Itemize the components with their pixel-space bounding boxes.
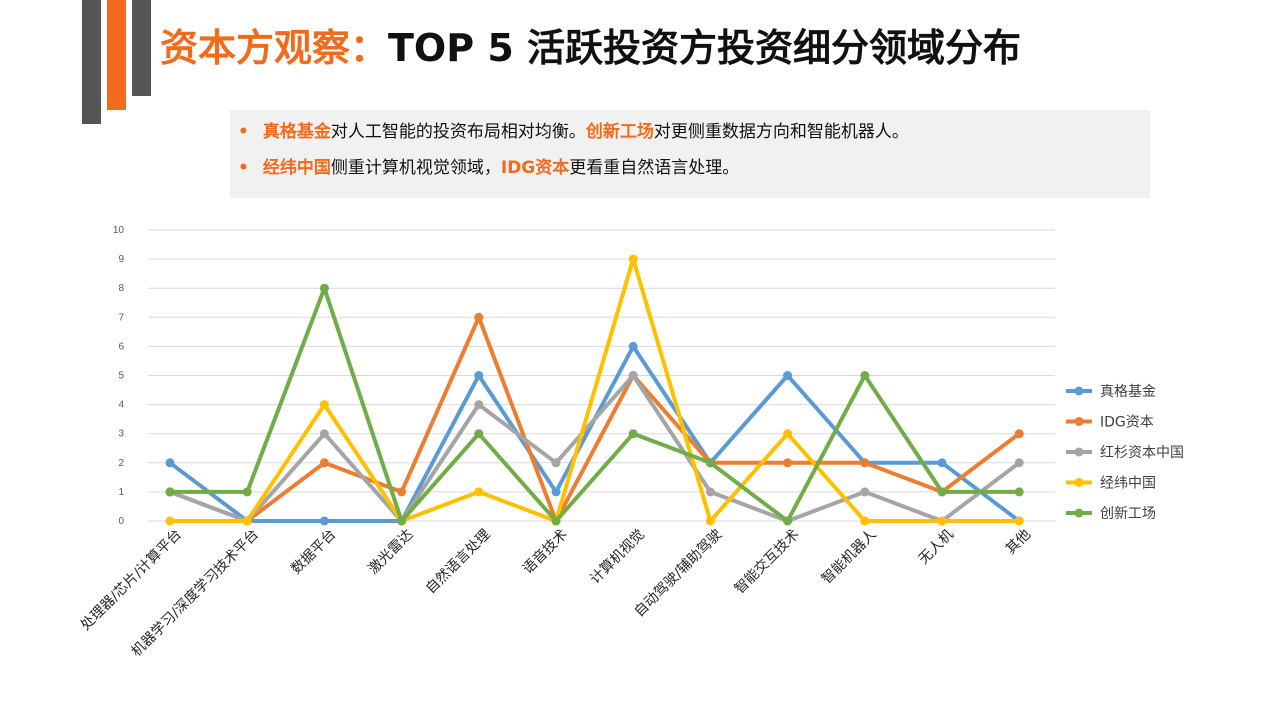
note-line-1: • 真格基金对人工智能的投资布局相对均衡。创新工场对更侧重数据方向和智能机器人。 xyxy=(238,117,909,147)
data-point xyxy=(1014,458,1024,468)
x-tick-label: 语音技术 xyxy=(519,526,571,578)
decor-bar-gray-right xyxy=(132,0,151,96)
data-point xyxy=(937,458,947,468)
legend-label: 真格基金 xyxy=(1100,383,1156,400)
data-point xyxy=(1014,487,1024,497)
series-line xyxy=(168,315,1022,523)
y-tick-label: 6 xyxy=(118,341,124,352)
note-text: 创新工场 xyxy=(585,122,654,142)
note-line-2: • 经纬中国侧重计算机视觉领域，IDG资本更看重自然语言处理。 xyxy=(238,153,739,183)
data-point xyxy=(397,516,407,526)
data-point xyxy=(860,371,870,380)
data-point xyxy=(474,312,484,322)
data-point xyxy=(474,371,484,380)
note-text: 真格基金 xyxy=(262,122,331,142)
data-point xyxy=(1014,516,1024,526)
x-tick-label: 激光雷达 xyxy=(365,526,417,578)
legend-label: 红杉资本中国 xyxy=(1100,445,1184,461)
legend-swatch-marker xyxy=(1074,508,1084,518)
series-line xyxy=(168,257,1022,523)
note-text: IDG资本 xyxy=(500,158,570,178)
page-title: 资本方观察：TOP 5 活跃投资方投资细分领域分布 xyxy=(160,18,1021,78)
x-tick-label: 无人机 xyxy=(916,527,957,568)
y-tick-label: 4 xyxy=(118,400,124,411)
data-point xyxy=(705,516,715,526)
y-tick-label: 3 xyxy=(118,429,124,440)
legend-swatch-marker xyxy=(1074,386,1084,396)
x-tick-label: 机器学习/深度学习技术平台 xyxy=(129,527,262,660)
y-tick-label: 10 xyxy=(113,225,125,236)
data-point xyxy=(628,341,638,351)
bullet-icon: • xyxy=(238,122,249,142)
y-tick-label: 2 xyxy=(118,458,124,469)
data-point xyxy=(551,487,561,497)
data-point xyxy=(165,458,175,468)
data-point xyxy=(242,516,252,526)
y-tick-label: 1 xyxy=(118,487,124,498)
note-text: 对人工智能的投资布局相对均衡。 xyxy=(330,122,586,142)
legend-swatch-marker xyxy=(1074,417,1084,426)
page-title-accent: 资本方观察： xyxy=(160,26,389,70)
data-point xyxy=(783,458,793,468)
page-title-main: TOP 5 活跃投资方投资细分领域分布 xyxy=(388,26,1021,70)
data-point xyxy=(937,487,947,497)
data-point xyxy=(319,429,329,439)
data-point xyxy=(165,487,175,497)
data-point xyxy=(319,283,329,293)
x-tick-label: 数据平台 xyxy=(288,527,339,578)
data-point xyxy=(551,516,561,526)
data-point xyxy=(474,487,484,497)
y-tick-label: 0 xyxy=(118,516,124,527)
legend-label: 创新工场 xyxy=(1100,506,1156,522)
y-tick-label: 9 xyxy=(118,254,124,265)
legend-label: IDG资本 xyxy=(1100,415,1154,431)
data-point xyxy=(705,487,715,497)
data-point xyxy=(397,487,407,497)
y-tick-label: 7 xyxy=(118,312,124,323)
data-point xyxy=(242,487,252,497)
data-point xyxy=(551,458,561,468)
data-point xyxy=(319,516,329,526)
x-tick-label: 智能机器人 xyxy=(819,527,880,588)
data-point xyxy=(705,458,715,468)
decor-bar-gray-left xyxy=(82,0,101,124)
x-tick-label: 智能交互技术 xyxy=(731,526,802,597)
data-point xyxy=(860,487,870,497)
legend-swatch-marker xyxy=(1074,478,1084,487)
notes-box: • 真格基金对人工智能的投资布局相对均衡。创新工场对更侧重数据方向和智能机器人。 … xyxy=(230,110,1150,198)
data-point xyxy=(937,516,947,526)
x-tick-label: 自动驾驶/辅助驾驶 xyxy=(631,527,725,621)
data-point xyxy=(783,516,793,526)
bullet-icon: • xyxy=(238,158,249,178)
x-tick-label: 计算机视觉 xyxy=(587,527,648,588)
data-point xyxy=(1014,429,1024,439)
data-point xyxy=(474,429,484,439)
data-point xyxy=(319,400,329,410)
legend-swatch-marker xyxy=(1074,447,1084,457)
series-line xyxy=(168,286,1022,523)
data-point xyxy=(783,371,793,380)
data-point xyxy=(860,458,870,468)
data-point xyxy=(628,254,638,264)
data-point xyxy=(319,458,329,468)
data-point xyxy=(628,371,638,380)
note-text: 更看重自然语言处理。 xyxy=(569,158,740,178)
data-point xyxy=(783,429,793,439)
note-text: 经纬中国 xyxy=(262,158,331,178)
decor-bar-orange xyxy=(107,0,126,110)
x-tick-label: 自然语言处理 xyxy=(422,526,493,597)
y-tick-label: 5 xyxy=(118,371,124,382)
y-tick-label: 8 xyxy=(118,283,124,294)
series-line xyxy=(168,373,1022,523)
legend-label: 经纬中国 xyxy=(1100,476,1156,492)
data-point xyxy=(474,400,484,410)
note-text: 侧重计算机视觉领域， xyxy=(330,158,501,178)
data-point xyxy=(165,516,175,526)
note-text: 对更侧重数据方向和智能机器人。 xyxy=(653,122,909,142)
data-point xyxy=(860,516,870,526)
x-tick-label: 其他 xyxy=(1003,527,1034,558)
data-point xyxy=(628,429,638,439)
